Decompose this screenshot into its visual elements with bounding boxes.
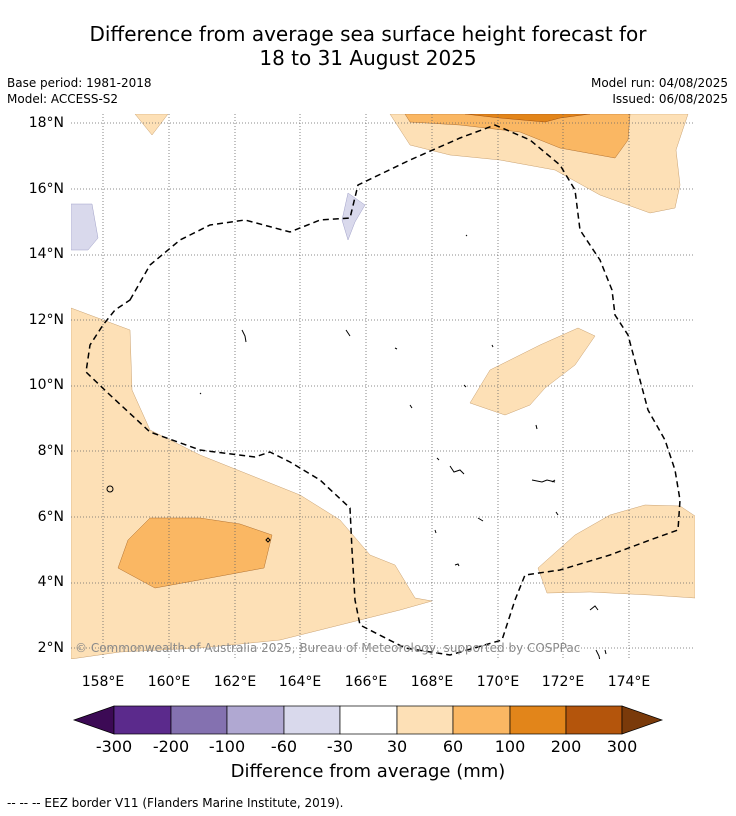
- anomaly-region-north-core: [464, 114, 591, 123]
- colorbar-max-arrow: [621, 705, 664, 735]
- colorbar-bin-7: [452, 705, 511, 735]
- lon-label-162e: 162°E: [213, 674, 257, 690]
- colorbar-bin-4: [283, 705, 341, 735]
- map-area: [71, 114, 695, 659]
- model-run: Model run: 04/08/2025: [590, 76, 728, 90]
- anomaly-patch-topleft: [134, 114, 169, 136]
- lon-label-172e: 172°E: [541, 674, 585, 690]
- lon-label-158e: 158°E: [81, 674, 125, 690]
- meta-left: Base period: 1981-2018 Model: ACCESS-S2: [7, 75, 152, 107]
- negative-patch-central: [341, 192, 366, 241]
- colorbar-tick-3: -100: [208, 737, 246, 756]
- lon-label-164e: 164°E: [278, 674, 322, 690]
- colorbar-bin-5: [339, 705, 398, 735]
- eez-footnote: -- -- -- EEZ border V11 (Flanders Marine…: [7, 796, 344, 810]
- lon-label-160e: 160°E: [147, 674, 191, 690]
- colorbar-tick-1: -300: [95, 737, 133, 756]
- chart-title: Difference from average sea surface heig…: [0, 22, 736, 70]
- anomaly-patch-southeast: [537, 504, 695, 599]
- lat-label-8n: 8°N: [37, 443, 64, 459]
- colorbar-tick-6: 30: [386, 737, 408, 756]
- copyright-credit: © Commonwealth of Australia 2025, Bureau…: [75, 641, 581, 655]
- lon-label-166e: 166°E: [344, 674, 388, 690]
- islands: [106, 234, 607, 659]
- issued-date: Issued: 06/08/2025: [612, 92, 728, 106]
- colorbar-bin-2: [170, 705, 228, 735]
- lat-label-2n: 2°N: [37, 640, 64, 656]
- lon-label-174e: 174°E: [607, 674, 651, 690]
- colorbar-tick-10: 300: [606, 737, 638, 756]
- lat-label-12n: 12°N: [28, 312, 64, 328]
- base-period: Base period: 1981-2018: [7, 76, 152, 90]
- model-name: Model: ACCESS-S2: [7, 92, 119, 106]
- title-line-2: 18 to 31 August 2025: [259, 46, 477, 70]
- colorbar-tick-8: 100: [494, 737, 526, 756]
- colorbar-bin-8: [509, 705, 567, 735]
- graticule: [71, 114, 695, 659]
- title-line-1: Difference from average sea surface heig…: [89, 22, 647, 46]
- colorbar-bin-3: [226, 705, 285, 735]
- colorbar-tick-7: 60: [442, 737, 464, 756]
- colorbar: [72, 705, 664, 735]
- eez-border: [85, 124, 681, 656]
- colorbar-label: Difference from average (mm): [230, 761, 506, 782]
- anomaly-region-sw-inner: [117, 517, 273, 589]
- lat-label-14n: 14°N: [28, 246, 64, 262]
- colorbar-min-arrow: [72, 705, 115, 735]
- lat-label-16n: 16°N: [28, 181, 64, 197]
- colorbar-bin-9: [565, 705, 623, 735]
- lat-label-4n: 4°N: [37, 574, 64, 590]
- lat-label-6n: 6°N: [37, 509, 64, 525]
- colorbar-tick-4: -60: [270, 737, 298, 756]
- colorbar-tick-2: -200: [152, 737, 190, 756]
- colorbar-tick-5: -30: [326, 737, 354, 756]
- lat-label-18n: 18°N: [28, 115, 64, 131]
- anomaly-patch-center-east: [469, 327, 596, 416]
- lat-label-10n: 10°N: [28, 377, 64, 393]
- lon-label-170e: 170°E: [476, 674, 520, 690]
- colorbar-bin-1: [113, 705, 172, 735]
- meta-right: Model run: 04/08/2025 Issued: 06/08/2025: [591, 75, 728, 107]
- colorbar-bin-6: [396, 705, 454, 735]
- colorbar-tick-9: 200: [550, 737, 582, 756]
- negative-patch-west: [71, 203, 99, 251]
- lon-label-168e: 168°E: [410, 674, 454, 690]
